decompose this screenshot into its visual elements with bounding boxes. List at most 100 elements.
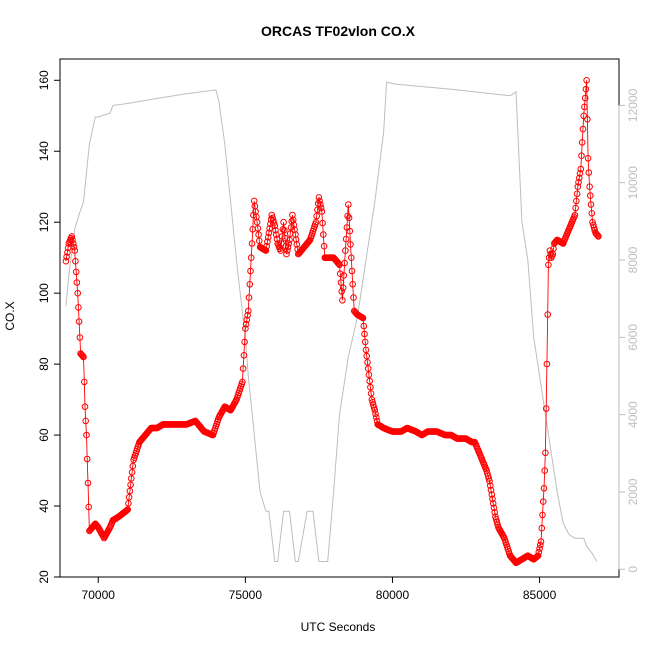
co-point	[578, 139, 586, 146]
co-point	[128, 475, 135, 482]
altitude-series	[65, 81, 598, 562]
y2-tick-label: 4000	[626, 401, 640, 428]
co-point	[338, 288, 346, 295]
co-point	[542, 449, 549, 457]
x-tick-label: 75000	[229, 588, 263, 602]
co-point	[535, 548, 543, 556]
co-point	[348, 267, 356, 275]
y2-tick-label: 10000	[626, 166, 640, 200]
y2-tick-label: 2000	[626, 478, 640, 505]
co-point	[366, 377, 374, 385]
co-point	[370, 404, 378, 411]
co-point	[253, 218, 261, 226]
co-point	[344, 212, 351, 220]
co-point	[346, 227, 354, 235]
co-point	[241, 338, 248, 346]
co-point	[239, 365, 247, 372]
co-point	[319, 219, 326, 227]
co-point	[359, 314, 367, 322]
co-point	[129, 462, 137, 470]
co-point	[574, 183, 582, 190]
co-series-points	[62, 77, 602, 567]
co-point	[125, 500, 132, 507]
co-point	[239, 378, 246, 386]
co-point	[587, 201, 595, 208]
co-point	[361, 330, 368, 338]
co-point	[583, 77, 590, 84]
co-point	[573, 190, 581, 198]
co-point	[543, 360, 551, 368]
co-point	[347, 241, 354, 248]
co-point	[315, 194, 323, 201]
co-point	[540, 485, 548, 492]
co-point	[292, 236, 300, 243]
co-point	[371, 406, 379, 414]
co-point	[542, 405, 550, 412]
co-point	[256, 237, 263, 245]
co-point	[364, 359, 371, 366]
co-point	[85, 503, 92, 511]
x-tick-label: 80000	[376, 588, 410, 602]
y-tick-label: 140	[37, 141, 51, 161]
y2-tick-label: 8000	[626, 246, 640, 273]
co-point	[70, 243, 78, 251]
co-point	[245, 294, 253, 301]
co-point	[537, 541, 544, 549]
y-tick-label: 120	[37, 212, 51, 232]
co-point	[72, 257, 79, 265]
co-point	[122, 507, 130, 515]
co-point	[272, 231, 280, 238]
co-point	[585, 169, 593, 176]
y2-tick-label: 6000	[626, 324, 640, 351]
co-point	[81, 403, 89, 411]
co-point	[360, 322, 368, 330]
co-point	[248, 240, 256, 247]
co-point	[367, 383, 374, 391]
co-point	[587, 192, 594, 199]
x-axis-label: UTC Seconds	[301, 620, 376, 634]
co-point	[289, 216, 297, 224]
chart-title: ORCAS TF02vlon CO.X	[261, 23, 416, 39]
co-point	[254, 225, 262, 232]
co-point	[539, 498, 547, 505]
co-point	[576, 170, 584, 177]
co-point	[293, 241, 301, 248]
co-point	[545, 261, 552, 269]
co-point	[580, 112, 588, 120]
co-point	[80, 353, 87, 361]
co-point	[489, 495, 496, 503]
co-point	[245, 307, 252, 315]
co-point	[64, 249, 71, 256]
co-point	[82, 417, 89, 425]
x-tick-label: 70000	[82, 588, 116, 602]
co-point	[345, 201, 352, 208]
co-point	[487, 482, 494, 489]
co-point	[339, 297, 346, 304]
co-point	[364, 365, 372, 372]
co-point	[579, 125, 587, 133]
y-axis-label: CO.X	[3, 301, 17, 330]
co-point	[242, 320, 250, 328]
co-point	[367, 390, 375, 397]
co-point	[63, 253, 70, 261]
co-point	[290, 221, 298, 229]
co-point	[539, 511, 546, 519]
co-point	[124, 506, 131, 513]
co-point	[279, 226, 287, 233]
co-point	[83, 431, 90, 439]
co-point	[320, 231, 327, 238]
co-point	[71, 247, 78, 254]
co-point	[68, 233, 76, 240]
co-point	[342, 235, 350, 243]
co-point	[584, 116, 591, 123]
co-point	[340, 272, 348, 279]
co-point	[73, 279, 81, 286]
co-point	[281, 226, 288, 234]
co-point	[595, 233, 602, 240]
co-point	[264, 234, 272, 241]
co-point	[123, 506, 131, 514]
co-point	[486, 477, 493, 485]
co-point	[593, 231, 601, 238]
co-point	[265, 229, 273, 237]
